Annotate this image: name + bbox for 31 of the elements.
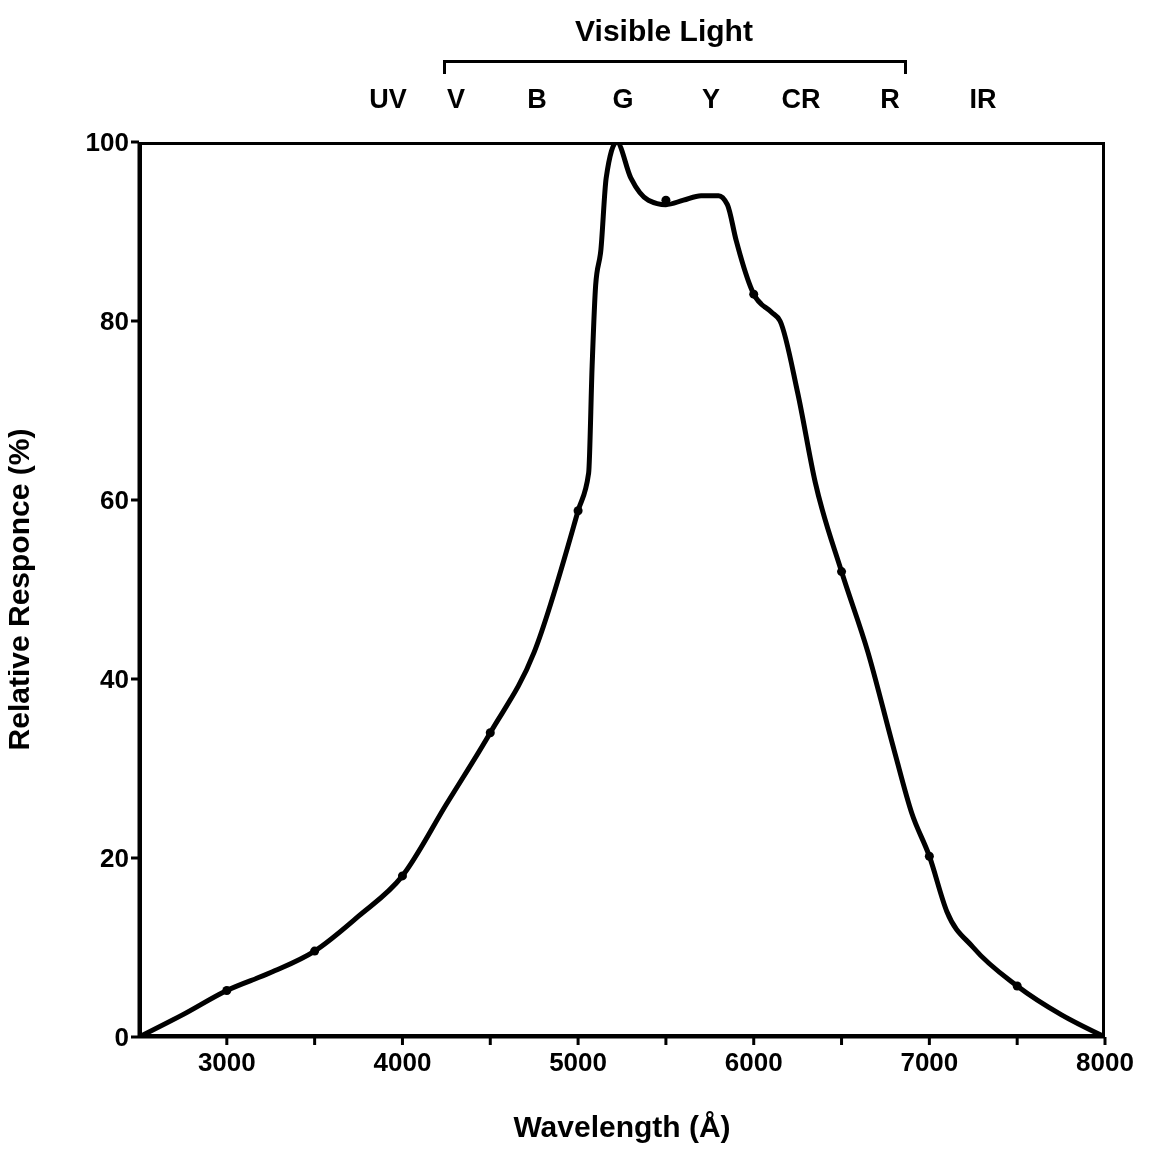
point <box>397 871 407 881</box>
x-axis-title: Wavelength (Å) <box>513 1110 731 1143</box>
text: CR <box>781 84 821 114</box>
text: Y <box>701 84 720 114</box>
point <box>222 985 232 995</box>
x-tick-label: 6000 <box>724 1047 783 1078</box>
x-tick-label: 8000 <box>1076 1047 1134 1078</box>
point <box>924 851 934 861</box>
point <box>749 289 759 299</box>
text: R <box>880 84 900 114</box>
point <box>573 506 583 516</box>
text: V <box>446 84 465 114</box>
text: UV <box>369 84 407 114</box>
text: G <box>612 84 634 114</box>
x-tick-label: 7000 <box>900 1047 959 1078</box>
text: IR <box>969 84 997 114</box>
y-tick-label: 0 <box>114 1022 129 1053</box>
text: B <box>527 84 547 114</box>
y-tick-label: 100 <box>85 127 129 158</box>
point <box>310 946 320 956</box>
text: Visible Light <box>574 14 754 48</box>
x-tick-label: 3000 <box>197 1047 256 1078</box>
point <box>485 728 495 738</box>
point <box>837 567 847 577</box>
y-tick-label: 20 <box>100 843 129 874</box>
y-tick-label: 80 <box>100 306 129 337</box>
point <box>1012 981 1022 991</box>
y-tick-label: 60 <box>100 485 129 516</box>
x-tick-label: 5000 <box>549 1047 608 1078</box>
y-tick-label: 40 <box>100 664 129 695</box>
x-tick-label: 4000 <box>373 1047 432 1078</box>
